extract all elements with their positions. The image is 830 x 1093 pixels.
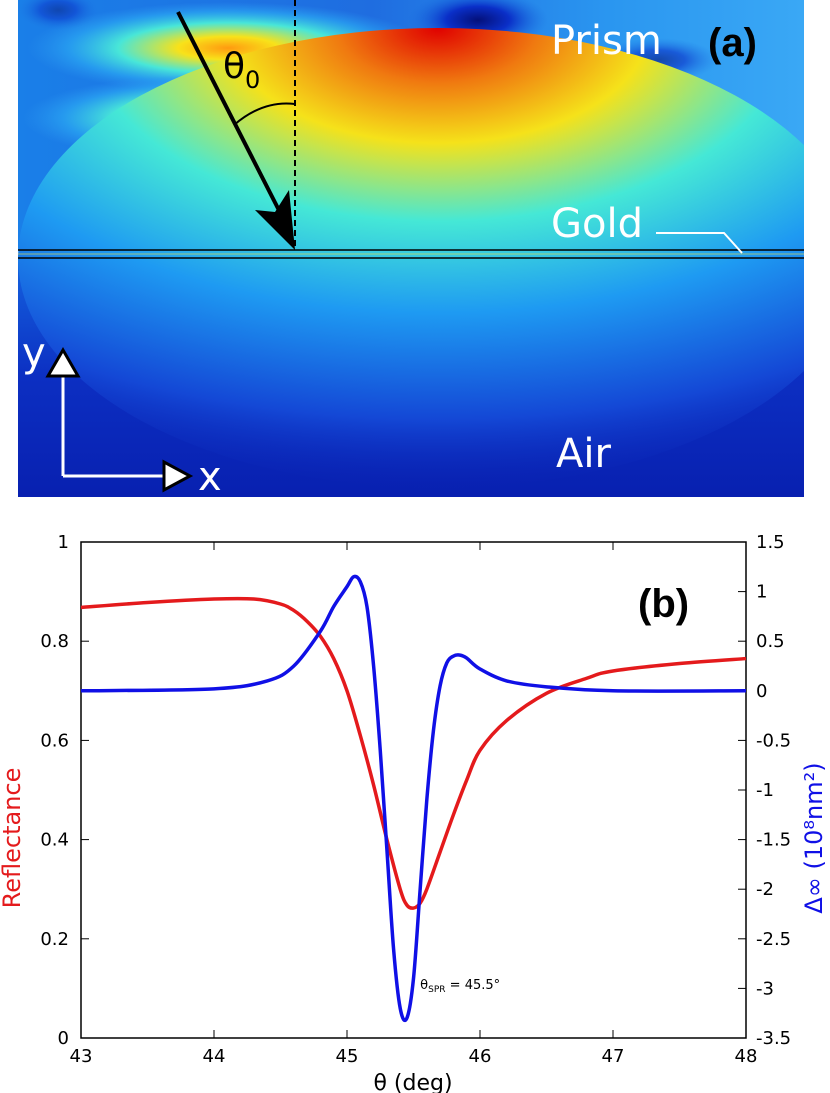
- right-y-tick-label: -1.5: [756, 830, 791, 851]
- left-y-axis-ticks: 0 0.2 0.4 0.6 0.8 1: [40, 532, 89, 1049]
- left-y-axis-title: Reflectance: [0, 768, 26, 909]
- right-y-tick-label: -2.5: [756, 929, 791, 950]
- right-y-tick-label: 0: [756, 681, 767, 702]
- panel-a-label: (a): [708, 21, 757, 65]
- left-y-tick-label: 1: [58, 532, 69, 553]
- x-tick-label: 47: [602, 1046, 625, 1067]
- right-y-tick-label: 0.5: [756, 631, 785, 652]
- prism-label: Prism: [551, 18, 662, 64]
- panel-b-label: (b): [638, 582, 689, 626]
- x-axis-ticks: 43 44 45 46 47 48: [70, 542, 758, 1067]
- y-axis-arrowhead: [45, 346, 81, 378]
- right-y-axis-ticks: 1.5 1 0.5 0 -0.5 -1 -1.5 -2 -2.5 -3 -3.5: [738, 532, 791, 1049]
- left-y-tick-label: 0.8: [40, 631, 69, 652]
- x-tick-label: 48: [735, 1046, 758, 1067]
- y-axis-label: y: [22, 330, 46, 376]
- spr-annotation: θSPR = 45.5°: [420, 978, 500, 995]
- left-y-tick-label: 0.2: [40, 929, 69, 950]
- right-y-tick-label: -1: [756, 780, 774, 801]
- x-tick-label: 45: [336, 1046, 359, 1067]
- right-y-tick-label: 1: [756, 582, 767, 603]
- x-axis-arrowhead: [162, 459, 194, 493]
- angle-arc: [233, 102, 296, 126]
- field-map-panel: θ0 Prism (a) Gold Air y x: [18, 0, 804, 497]
- right-y-tick-label: -3: [756, 978, 774, 999]
- right-y-tick-label: -2: [756, 879, 774, 900]
- left-y-tick-label: 0.4: [40, 830, 69, 851]
- right-y-tick-label: 1.5: [756, 532, 785, 553]
- reflectance-chart: 43 44 45 46 47 48 0 0.2 0.4 0.6 0.8 1 1.5 1 0.5 0 -0.5…: [0, 532, 828, 1093]
- right-y-tick-label: -0.5: [756, 730, 791, 751]
- x-axis-title: θ (deg): [373, 1071, 452, 1093]
- air-label: Air: [556, 431, 611, 477]
- delta-series-line: [80, 574, 747, 1023]
- right-y-tick-label: -3.5: [756, 1028, 791, 1049]
- coordinate-axes: y x: [22, 330, 222, 497]
- left-y-tick-label: 0: [58, 1028, 69, 1049]
- incident-ray-arrowhead: [255, 190, 295, 250]
- reflectance-series-line: [80, 596, 747, 910]
- x-tick-label: 44: [203, 1046, 226, 1067]
- x-tick-label: 43: [70, 1046, 93, 1067]
- gold-leader-line: [656, 232, 743, 254]
- angle-label: θ0: [223, 46, 260, 94]
- series-layer: [80, 574, 747, 1023]
- x-axis-label: x: [198, 454, 222, 497]
- incident-ray-arrow: [176, 11, 290, 229]
- right-y-axis-title: Δ∞ (10⁸nm²): [800, 762, 828, 913]
- gold-label: Gold: [551, 201, 643, 247]
- x-tick-label: 46: [469, 1046, 492, 1067]
- left-y-tick-label: 0.6: [40, 730, 69, 751]
